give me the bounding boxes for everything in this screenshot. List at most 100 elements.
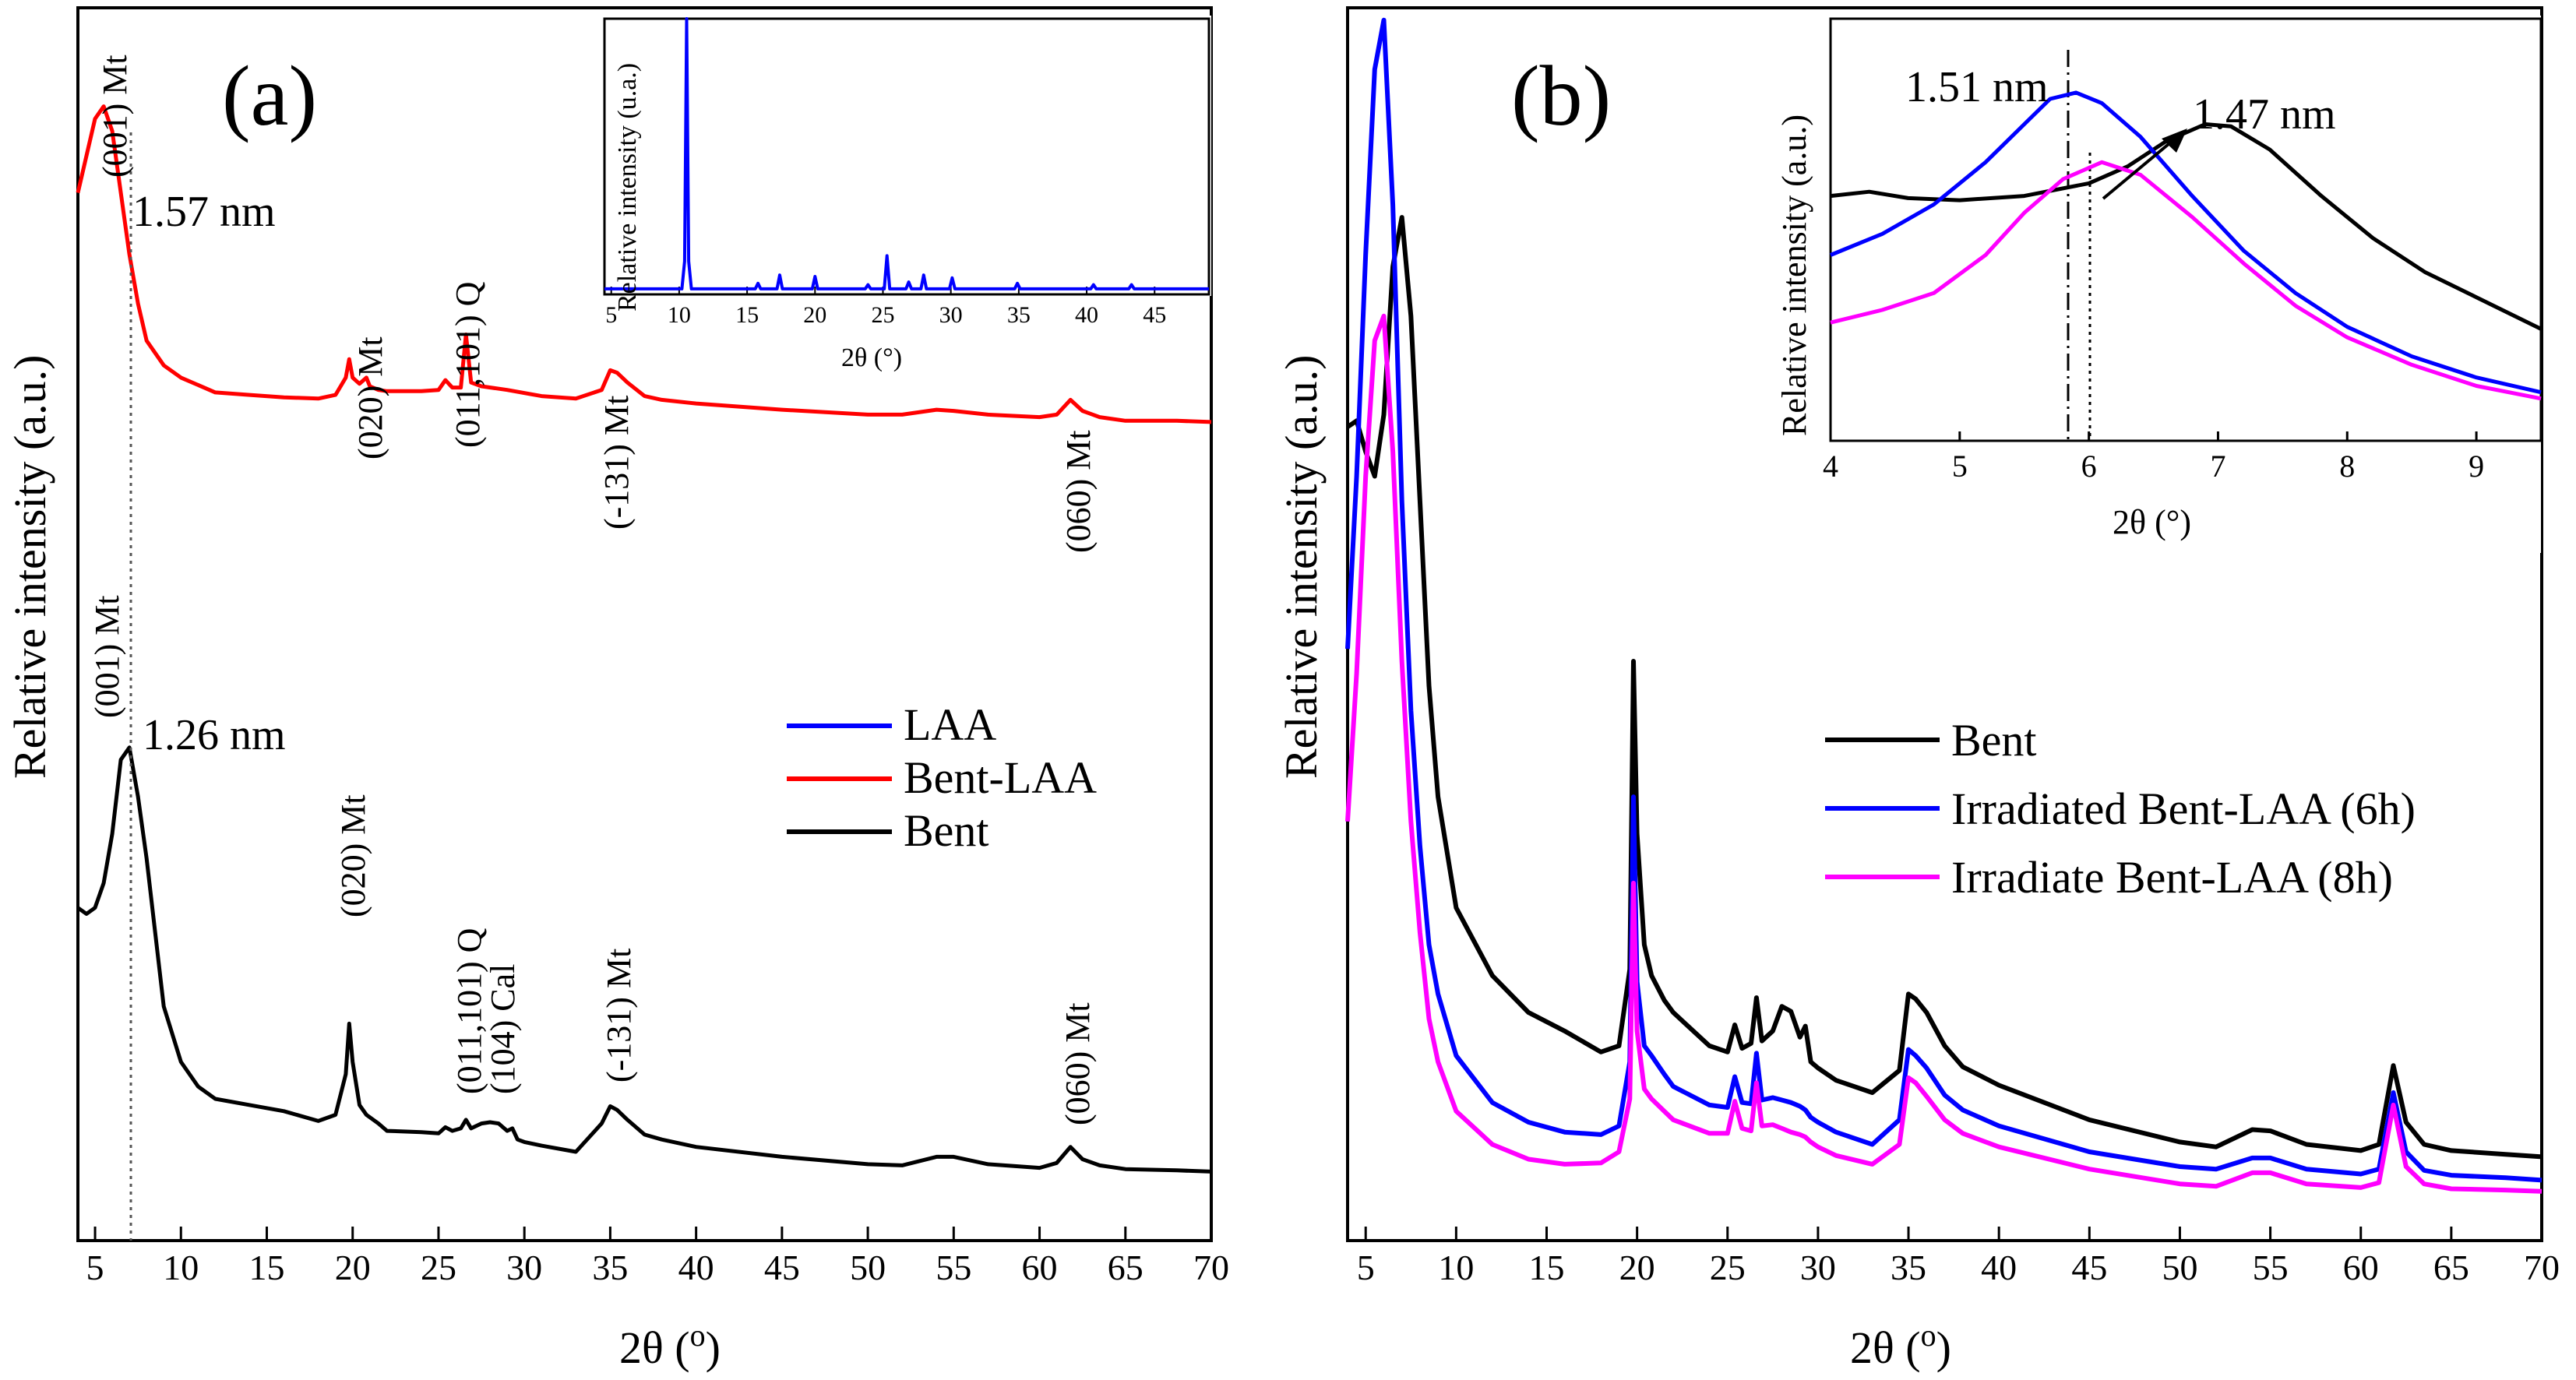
panel-b-x-ticks: 5 10 15 20 25 30 35 40 45 50 55 60 65 70 bbox=[1357, 1227, 2560, 1287]
panel-b-tag: (b) bbox=[1511, 48, 1611, 143]
panel-a: 5 10 15 20 25 30 35 40 45 50 55 60 65 70 (a) Relative… bbox=[5, 6, 1229, 1373]
peak-label-a-top-060: (060) Mt bbox=[1059, 430, 1098, 553]
panel-a-inset-x-tick-label-30: 30 bbox=[939, 302, 963, 328]
panel-a-x-title-sup: o bbox=[690, 1318, 706, 1353]
panel-a-inset-x-tick-label-45: 45 bbox=[1143, 302, 1166, 328]
peak-label-a-bottom-020: (020) Mt bbox=[334, 794, 372, 917]
panel-a-series-bent-laa bbox=[76, 104, 1212, 424]
peak-label-a-bottom-011: (011,101) Q bbox=[450, 928, 488, 1094]
panel-b-x-tick-label-70: 70 bbox=[2524, 1248, 2560, 1287]
panel-b-inset-dspacing-1-47: 1.47 nm bbox=[2193, 90, 2336, 139]
panel-b-inset-x-title: 2θ (°) bbox=[2113, 503, 2191, 541]
panel-a-x-title: 2θ (o) bbox=[619, 1318, 721, 1373]
panel-b-inset-frame bbox=[1829, 17, 2543, 442]
legend-label-bent-laa: Bent-LAA bbox=[904, 752, 1097, 803]
panel-a-inset-background bbox=[600, 16, 1211, 296]
panel-a-inset-y-title: Relative intensity (u.a.) bbox=[613, 63, 642, 312]
panel-a-inset-x-tick-label-25: 25 bbox=[871, 302, 894, 328]
panel-a-inset-x-tick-label-20: 20 bbox=[803, 302, 826, 328]
legend-label-laa: LAA bbox=[904, 699, 996, 750]
panel-b-x-tick-label-20: 20 bbox=[1619, 1248, 1655, 1287]
panel-b-x-tick-label-35: 35 bbox=[1891, 1248, 1926, 1287]
panel-a-series-bent bbox=[76, 745, 1212, 1174]
peak-label-a-bottom-001: (001) Mt bbox=[88, 595, 126, 718]
panel-a-inset-x-tick-label-15: 15 bbox=[735, 302, 759, 328]
legend-label-bent-a: Bent bbox=[904, 805, 989, 856]
panel-b-x-tick-label-40: 40 bbox=[1981, 1248, 2017, 1287]
panel-b-x-tick-label-50: 50 bbox=[2162, 1248, 2197, 1287]
panel-b-inset: 4 5 6 7 8 9 1.51 nm 1.47 nm Relative intensit… bbox=[1733, 16, 2543, 553]
panel-b-series-irradiated-6h bbox=[1345, 17, 2543, 1183]
panel-a-inset: 5 10 15 20 25 30 35 40 45 Relative intensity (u.… bbox=[600, 16, 1211, 372]
panel-a-x-tick-label-20: 20 bbox=[335, 1248, 371, 1287]
peak-label-a-top-020: (020) Mt bbox=[351, 336, 389, 459]
panel-a-x-tick-label-55: 55 bbox=[936, 1248, 971, 1287]
panel-a-x-tick-label-15: 15 bbox=[249, 1248, 285, 1287]
panel-b-x-tick-label-5: 5 bbox=[1357, 1248, 1375, 1287]
panel-a-frame bbox=[76, 6, 1213, 1242]
panel-b-y-title: Relative intensity (a.u.) bbox=[1276, 355, 1327, 779]
panel-b-x-tick-label-55: 55 bbox=[2253, 1248, 2289, 1287]
peak-label-a-top-131: (-131) Mt bbox=[597, 396, 636, 530]
panel-b-inset-x-tick-label-8: 8 bbox=[2339, 449, 2355, 484]
panel-a-x-tick-label-45: 45 bbox=[764, 1248, 800, 1287]
peak-label-a-bottom-060: (060) Mt bbox=[1059, 1002, 1097, 1125]
panel-b-series-irradiated-8h bbox=[1345, 313, 2543, 1194]
panel-b-inset-y-title: Relative intensity (a.u.) bbox=[1775, 114, 1813, 436]
panel-b-x-tick-label-10: 10 bbox=[1438, 1248, 1474, 1287]
panel-b-inset-x-ticks: 4 5 6 7 8 9 bbox=[1823, 431, 2484, 484]
panel-b-series-bent bbox=[1346, 215, 2543, 1160]
panel-a-dspacing-bottom: 1.26 nm bbox=[143, 711, 286, 759]
peak-label-a-bottom-131: (-131) Mt bbox=[600, 949, 638, 1083]
panel-b-inset-x-tick-label-5: 5 bbox=[1952, 449, 1968, 484]
panel-a-x-tick-label-60: 60 bbox=[1022, 1248, 1058, 1287]
panel-b-inset-x-tick-label-9: 9 bbox=[2469, 449, 2484, 484]
panel-b-inset-arrow-shaft bbox=[2102, 139, 2175, 200]
panel-a-x-ticks: 5 10 15 20 25 30 35 40 45 50 55 60 65 70 bbox=[86, 1227, 1229, 1287]
panel-a-inset-x-tick-label-10: 10 bbox=[668, 302, 691, 328]
panel-a-x-tick-label-10: 10 bbox=[163, 1248, 199, 1287]
panel-a-x-tick-label-50: 50 bbox=[850, 1248, 886, 1287]
panel-a-legend: LAA Bent-LAA Bent bbox=[787, 699, 1097, 856]
panel-b-x-title-sup: o bbox=[1921, 1318, 1936, 1353]
panel-b-x-tick-label-15: 15 bbox=[1529, 1248, 1565, 1287]
panel-b-inset-background bbox=[1733, 16, 2541, 553]
panel-b-inset-series-6h bbox=[1830, 90, 2542, 395]
legend-label-8h: Irradiate Bent-LAA (8h) bbox=[1951, 852, 2393, 903]
panel-b-x-tick-label-65: 65 bbox=[2433, 1248, 2469, 1287]
panel-a-x-tick-label-40: 40 bbox=[678, 1248, 714, 1287]
panel-b-inset-x-tick-label-6: 6 bbox=[2081, 449, 2097, 484]
panel-b-x-title-main: 2θ ( bbox=[1850, 1322, 1921, 1373]
legend-label-6h: Irradiated Bent-LAA (6h) bbox=[1951, 783, 2416, 834]
panel-b: 5 10 15 20 25 30 35 40 45 50 55 60 65 70 (b) Relative… bbox=[1276, 6, 2560, 1373]
panel-a-dspacing-top: 1.57 nm bbox=[132, 188, 276, 236]
panel-b-inset-series-bent bbox=[1830, 122, 2543, 331]
panel-a-inset-x-ticks: 5 10 15 20 25 30 35 40 45 bbox=[605, 287, 1166, 328]
panel-a-inset-frame bbox=[603, 17, 1210, 296]
panel-b-inset-dspacing-1-51: 1.51 nm bbox=[1905, 63, 2049, 111]
panel-b-x-tick-label-45: 45 bbox=[2071, 1248, 2107, 1287]
peak-label-a-top-011: (011,101) Q bbox=[449, 281, 487, 448]
panel-b-inset-x-tick-label-7: 7 bbox=[2210, 449, 2225, 484]
panel-a-x-tick-label-65: 65 bbox=[1108, 1248, 1144, 1287]
panel-b-inset-arrow-head bbox=[2162, 128, 2187, 153]
panel-a-inset-x-tick-label-5: 5 bbox=[605, 302, 617, 328]
peak-label-a-bottom-104: (104) Cal bbox=[484, 964, 522, 1094]
panel-b-inset-x-tick-label-4: 4 bbox=[1823, 449, 1838, 484]
panel-b-inset-series-8h bbox=[1830, 160, 2542, 401]
panel-a-x-tick-label-25: 25 bbox=[421, 1248, 456, 1287]
panel-a-y-title: Relative intensity (a.u.) bbox=[5, 355, 55, 779]
panel-a-x-title-main: 2θ ( bbox=[619, 1322, 690, 1373]
panel-a-inset-x-tick-label-40: 40 bbox=[1075, 302, 1098, 328]
panel-a-x-tick-label-30: 30 bbox=[506, 1248, 542, 1287]
panel-a-inset-x-title: 2θ (°) bbox=[841, 343, 902, 372]
panel-b-x-tick-label-25: 25 bbox=[1710, 1248, 1746, 1287]
peak-label-a-top-001: (001) Mt bbox=[96, 55, 134, 178]
panel-b-x-tick-label-60: 60 bbox=[2343, 1248, 2379, 1287]
panel-a-x-tick-label-70: 70 bbox=[1193, 1248, 1229, 1287]
panel-a-x-tick-label-35: 35 bbox=[592, 1248, 628, 1287]
panel-b-x-title: 2θ (o) bbox=[1850, 1318, 1951, 1373]
panel-b-x-title-close: ) bbox=[1936, 1322, 1951, 1373]
panel-a-inset-series-laa bbox=[604, 17, 1209, 290]
panel-a-inset-x-tick-label-35: 35 bbox=[1007, 302, 1031, 328]
